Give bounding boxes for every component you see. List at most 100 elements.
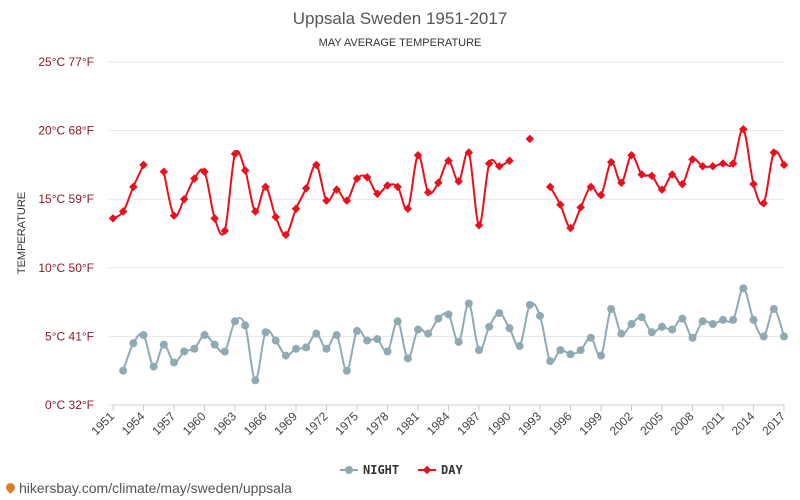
night-point[interactable] bbox=[383, 347, 392, 356]
day-point[interactable] bbox=[281, 230, 291, 240]
day-point[interactable] bbox=[556, 200, 565, 209]
night-point[interactable] bbox=[678, 314, 687, 323]
day-point[interactable] bbox=[169, 211, 179, 220]
day-point[interactable] bbox=[261, 182, 270, 192]
night-point[interactable] bbox=[170, 358, 178, 367]
night-point[interactable] bbox=[444, 310, 453, 319]
day-point[interactable] bbox=[454, 177, 463, 186]
day-point[interactable] bbox=[393, 182, 402, 192]
night-point[interactable] bbox=[698, 317, 707, 326]
day-point[interactable] bbox=[342, 196, 352, 205]
day-point[interactable] bbox=[403, 204, 413, 214]
day-point[interactable] bbox=[637, 170, 646, 179]
night-point[interactable] bbox=[729, 315, 738, 324]
night-point[interactable] bbox=[210, 340, 219, 349]
night-point[interactable] bbox=[607, 304, 616, 313]
night-point[interactable] bbox=[495, 309, 504, 318]
day-point[interactable] bbox=[708, 162, 718, 171]
night-point[interactable] bbox=[525, 300, 534, 309]
night-point[interactable] bbox=[261, 328, 270, 337]
day-point[interactable] bbox=[230, 149, 240, 159]
day-point[interactable] bbox=[749, 179, 758, 189]
night-point[interactable] bbox=[363, 336, 372, 345]
night-point[interactable] bbox=[342, 366, 351, 375]
source-link[interactable]: hikersbay.com/climate/may/sweden/uppsala bbox=[19, 480, 292, 496]
day-point[interactable] bbox=[179, 194, 189, 204]
night-point[interactable] bbox=[200, 331, 209, 340]
night-point[interactable] bbox=[586, 333, 595, 342]
night-point[interactable] bbox=[424, 329, 433, 338]
day-point[interactable] bbox=[383, 181, 392, 190]
day-point[interactable] bbox=[129, 182, 138, 192]
night-point[interactable] bbox=[647, 328, 656, 337]
night-point[interactable] bbox=[302, 343, 311, 352]
day-point[interactable] bbox=[413, 151, 423, 160]
day-point[interactable] bbox=[423, 188, 433, 197]
day-point[interactable] bbox=[525, 134, 535, 144]
night-point[interactable] bbox=[668, 325, 677, 334]
night-point[interactable] bbox=[597, 351, 605, 360]
night-point[interactable] bbox=[373, 335, 382, 344]
night-point[interactable] bbox=[322, 344, 331, 353]
night-point[interactable] bbox=[536, 311, 544, 320]
day-point[interactable] bbox=[769, 148, 779, 157]
night-point[interactable] bbox=[241, 321, 250, 330]
night-point[interactable] bbox=[769, 304, 778, 313]
night-point[interactable] bbox=[414, 325, 422, 334]
day-point[interactable] bbox=[759, 199, 768, 208]
night-point[interactable] bbox=[688, 333, 697, 342]
day-point[interactable] bbox=[484, 159, 494, 168]
day-point[interactable] bbox=[474, 221, 484, 230]
night-point[interactable] bbox=[719, 315, 727, 324]
night-point[interactable] bbox=[749, 315, 758, 324]
day-point[interactable] bbox=[545, 182, 555, 192]
day-point[interactable] bbox=[108, 214, 118, 223]
night-point[interactable] bbox=[464, 299, 473, 308]
night-point[interactable] bbox=[658, 322, 666, 331]
night-point[interactable] bbox=[546, 357, 555, 366]
night-point[interactable] bbox=[566, 350, 575, 359]
night-point[interactable] bbox=[485, 322, 494, 331]
night-point[interactable] bbox=[739, 284, 748, 293]
day-point[interactable] bbox=[312, 160, 321, 170]
night-point[interactable] bbox=[271, 336, 280, 345]
day-point[interactable] bbox=[210, 214, 219, 223]
night-point[interactable] bbox=[759, 332, 768, 341]
night-point[interactable] bbox=[505, 324, 514, 333]
night-point[interactable] bbox=[251, 376, 260, 385]
day-point[interactable] bbox=[200, 167, 209, 177]
night-point[interactable] bbox=[281, 351, 290, 360]
day-point[interactable] bbox=[332, 185, 341, 194]
day-point[interactable] bbox=[678, 179, 687, 189]
night-point[interactable] bbox=[231, 317, 239, 326]
day-point[interactable] bbox=[718, 159, 728, 168]
day-point[interactable] bbox=[139, 160, 148, 170]
source-credit[interactable]: hikersbay.com/climate/may/sweden/uppsala bbox=[4, 480, 292, 496]
night-point[interactable] bbox=[434, 314, 443, 323]
day-point[interactable] bbox=[352, 174, 362, 183]
night-point[interactable] bbox=[708, 320, 717, 329]
night-point[interactable] bbox=[515, 342, 524, 351]
day-point[interactable] bbox=[118, 207, 128, 216]
night-point[interactable] bbox=[475, 346, 483, 355]
day-point[interactable] bbox=[240, 166, 250, 175]
day-point[interactable] bbox=[301, 183, 311, 193]
night-point[interactable] bbox=[454, 337, 463, 346]
day-point[interactable] bbox=[444, 156, 453, 166]
legend-item-day[interactable]: DAY bbox=[418, 463, 463, 477]
legend[interactable]: NIGHT DAY bbox=[340, 463, 463, 477]
night-point[interactable] bbox=[353, 326, 361, 335]
night-point[interactable] bbox=[627, 320, 636, 329]
day-point[interactable] bbox=[373, 189, 382, 198]
night-point[interactable] bbox=[332, 331, 341, 340]
night-point[interactable] bbox=[149, 362, 158, 371]
night-point[interactable] bbox=[312, 329, 321, 338]
day-point[interactable] bbox=[576, 203, 585, 212]
night-point[interactable] bbox=[556, 346, 565, 355]
day-point[interactable] bbox=[220, 226, 230, 235]
night-point[interactable] bbox=[292, 344, 300, 353]
night-point[interactable] bbox=[637, 313, 646, 322]
night-point[interactable] bbox=[780, 332, 788, 341]
night-point[interactable] bbox=[139, 331, 148, 340]
night-point[interactable] bbox=[617, 329, 626, 338]
